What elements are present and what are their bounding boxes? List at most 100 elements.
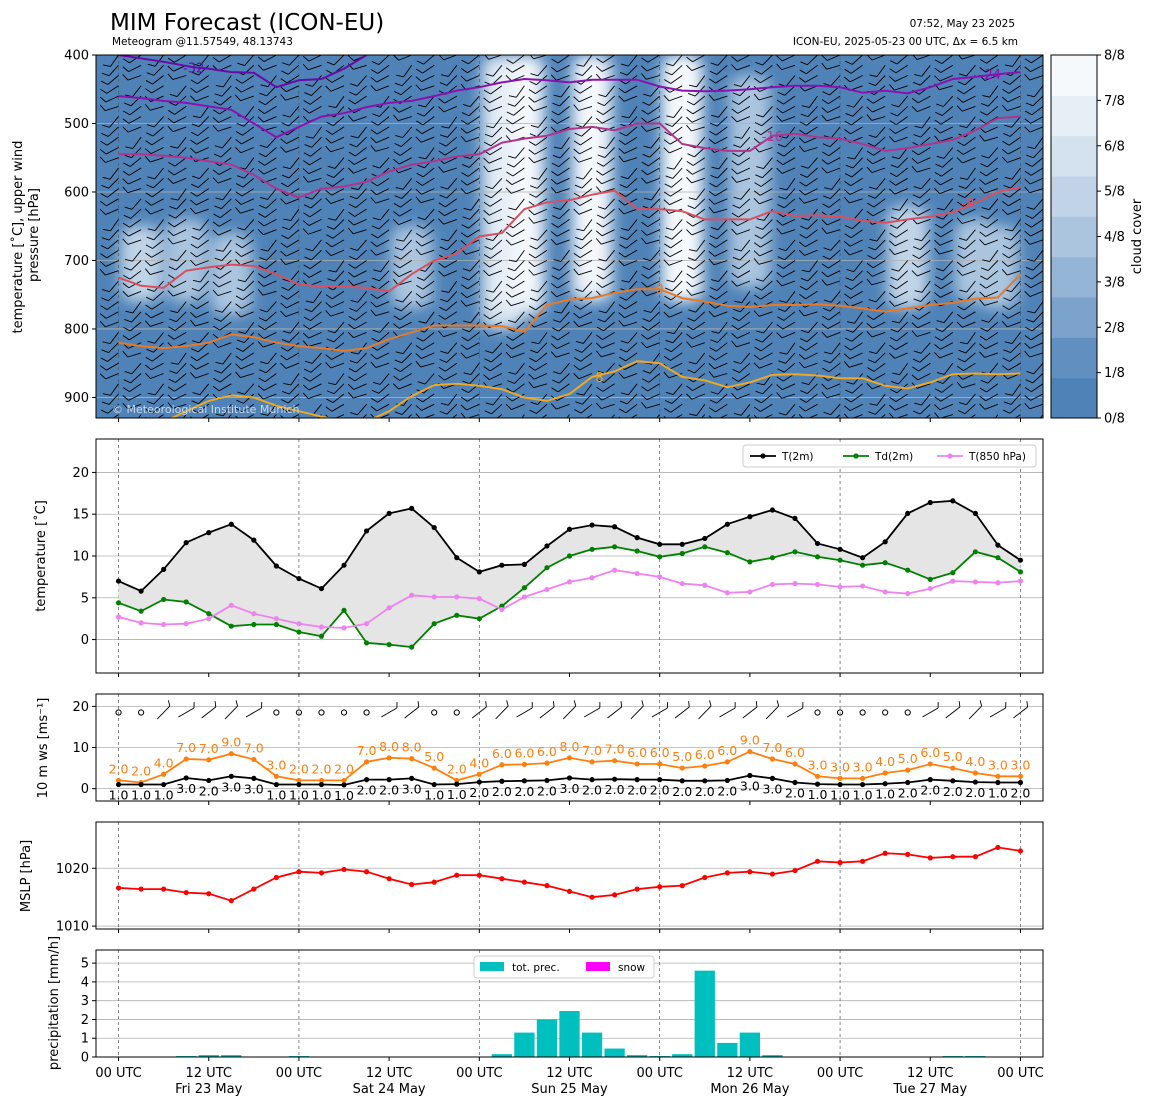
data-point [589,575,595,581]
wind-barb [328,95,345,109]
wind-barb [1024,64,1043,73]
wind-barb [958,342,976,354]
wind-barb [980,95,999,107]
wind-barb [619,290,638,301]
data-point [634,886,640,892]
wind-barb [776,63,796,71]
wind-barb [484,403,503,415]
wind-barb [281,167,300,179]
wind-barb [583,702,601,718]
wind-barb [122,126,142,133]
wind-barb [167,393,187,401]
wind-barb [100,301,119,311]
colorbar-tick-label: 4/8 [1104,230,1125,245]
wind-barb [325,177,345,187]
data-point [792,549,798,555]
wind-barb [213,95,232,106]
data-point [183,756,189,762]
wind-barb [304,301,322,313]
wind-barb [731,340,751,348]
wind-barb [576,219,593,232]
wind-barb [843,75,863,83]
data-point [679,778,685,784]
wind-barb [911,95,931,104]
wind-speed-label: 1.0 [266,788,286,803]
wind-barb [302,228,322,235]
colorbar-tick-label: 2/8 [1104,321,1125,336]
wind-barb [280,75,300,84]
wind-barb [1004,116,1021,128]
wind-barb [844,116,863,126]
wind-barb [123,260,142,271]
wind-barb [732,147,751,157]
wind-barb [979,332,999,341]
wind-barb [415,75,435,83]
wind-barb [438,311,458,320]
wind-barb [302,63,322,71]
wind-barb [641,373,660,383]
wind-barb [936,95,954,107]
isotherm-label: 0 [656,283,664,298]
data-point [228,773,234,779]
wind-barb [573,136,593,146]
wind-barb [596,157,615,167]
wind-barb [260,239,277,252]
colorbar-tick-label: 8/8 [1104,49,1125,64]
wind-barb [709,64,728,75]
data-point [792,515,798,521]
wind-barb [958,229,976,241]
wind-barb [778,404,796,416]
wind-barb [506,157,525,168]
data-point [611,776,618,782]
wind-barb [415,229,435,238]
wind-barb [280,198,300,205]
wind-barb [350,126,367,139]
wind-barb [663,95,683,102]
wind-barb [798,352,818,360]
wind-barb [868,342,886,355]
surface-wind-barbs [115,700,1029,720]
wind-speed-label: 1.0 [424,788,444,803]
wind-barb [461,280,480,290]
wind-barb [686,219,706,227]
wind-barb [235,342,255,352]
wind-barb [551,219,570,228]
y-tick-label: 1010 [56,920,89,935]
wind-barb [100,362,119,371]
x-tick-label: 12 UTC [546,1066,592,1081]
wind-barb [618,301,638,310]
data-point [769,775,776,781]
isotherm-label: -24 [980,68,1001,83]
wind-barb [303,373,322,382]
wind-speed-label: 1.0 [447,787,467,802]
wind-barb [731,280,751,287]
wind-barb [1025,95,1043,107]
wind-barb [934,383,954,393]
wind-barb [867,198,886,208]
wind-barb [731,260,751,270]
wind-barb [304,85,322,96]
y-tick-label: 5 [81,591,89,606]
wind-barb [96,147,97,159]
wind-barb [640,177,660,184]
wind-barb [157,700,171,720]
wind-barb [302,270,322,278]
wind-barb [190,207,209,215]
wind-barb [123,208,142,219]
data-point [634,548,640,554]
wind-barb [551,270,570,280]
wind-barb [845,321,863,333]
wind-barb [507,95,525,107]
wind-barb [934,393,954,402]
wind-barb [889,239,908,247]
wind-barb [755,167,773,179]
wind-barb [821,105,841,113]
wind-barb [99,373,119,380]
wind-barb [438,260,458,268]
wind-barb [167,55,187,63]
wind-barb [325,197,345,205]
wind-barb [347,391,367,399]
wind-barb [415,136,435,143]
wind-barb [891,95,909,108]
wind-barb [145,75,164,85]
